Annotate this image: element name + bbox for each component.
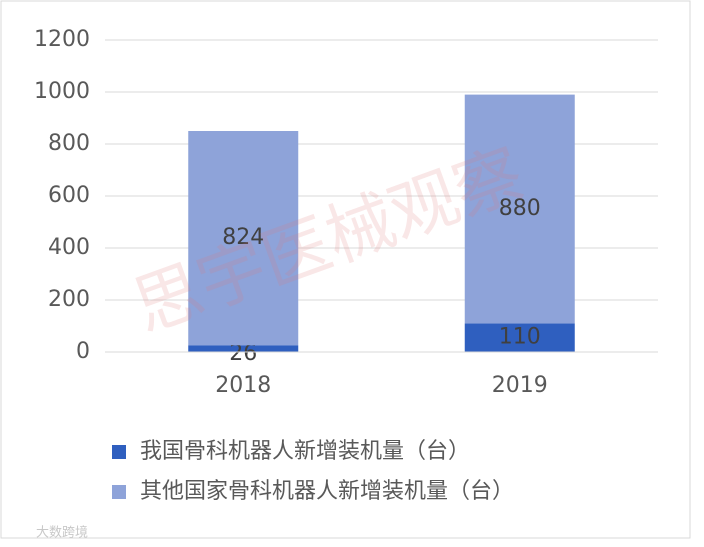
data-label: 110 bbox=[499, 325, 541, 350]
legend-label: 我国骨科机器人新增装机量（台） bbox=[140, 439, 470, 464]
bar-segment bbox=[464, 94, 575, 324]
bar-segment bbox=[188, 345, 299, 352]
data-label: 824 bbox=[222, 225, 264, 250]
y-tick-label: 800 bbox=[48, 131, 90, 156]
x-tick-label: 2018 bbox=[215, 373, 271, 398]
legend-swatch bbox=[112, 445, 126, 459]
y-tick-label: 0 bbox=[76, 339, 90, 364]
x-tick-label: 2019 bbox=[492, 373, 548, 398]
y-tick-label: 400 bbox=[48, 235, 90, 260]
y-tick-label: 200 bbox=[48, 287, 90, 312]
y-tick-label: 1000 bbox=[34, 79, 90, 104]
legend-label: 其他国家骨科机器人新增装机量（台） bbox=[140, 479, 514, 504]
y-tick-label: 600 bbox=[48, 183, 90, 208]
data-label: 26 bbox=[229, 341, 257, 366]
bar-segment bbox=[464, 323, 575, 352]
bar-segment bbox=[188, 131, 299, 346]
data-label: 880 bbox=[499, 196, 541, 221]
legend-swatch bbox=[112, 485, 126, 499]
y-tick-label: 1200 bbox=[34, 27, 90, 52]
corner-mark: 大数跨境 bbox=[36, 526, 88, 541]
